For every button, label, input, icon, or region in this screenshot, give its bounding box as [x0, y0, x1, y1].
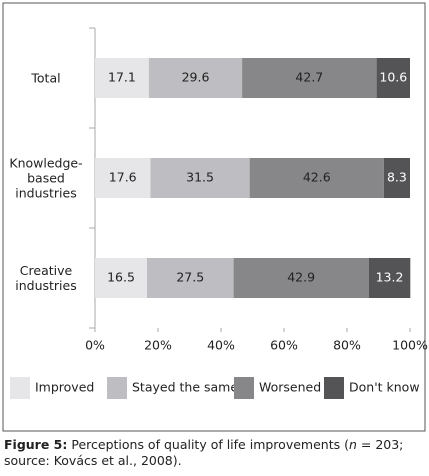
chart-frame	[2, 2, 426, 432]
caption-label: Figure 5:	[4, 437, 68, 452]
x-tick-label: 80%	[333, 338, 361, 353]
value-label: 42.7	[295, 70, 323, 85]
value-label: 17.1	[108, 70, 136, 85]
x-tick-label: 0%	[85, 338, 105, 353]
x-tick-label: 100%	[392, 338, 428, 353]
value-label: 10.6	[379, 70, 407, 85]
value-label: 42.6	[303, 170, 331, 185]
caption: Figure 5: Perceptions of quality of life…	[4, 437, 424, 469]
bar-segment	[242, 58, 377, 98]
legend-swatch	[10, 377, 30, 399]
bar-segment	[95, 258, 147, 298]
y-tick-label: Knowledge-based industries	[9, 155, 83, 201]
legend-label: Don't know	[349, 380, 420, 395]
bar-segment	[233, 258, 369, 298]
value-label: 27.5	[176, 270, 204, 285]
legend-label: Worsened	[259, 380, 321, 395]
x-tick-label: 60%	[270, 338, 298, 353]
bar-segment	[383, 158, 410, 198]
value-label: 17.6	[109, 170, 137, 185]
legend-swatch	[107, 377, 127, 399]
value-label: 42.9	[287, 270, 315, 285]
bar-segment	[376, 58, 410, 98]
legend-swatch	[234, 377, 254, 399]
y-tick-label: Total	[31, 70, 61, 86]
legend-label: Improved	[35, 380, 94, 395]
bar-segment	[249, 158, 384, 198]
x-tick-label: 20%	[144, 338, 172, 353]
chart: 0% 20% 40% 60% 80% 100% 17.1 29.6 42.7 10.6 17.6 31…	[2, 2, 428, 432]
bar-segment	[95, 58, 149, 98]
value-label: 29.6	[182, 70, 210, 85]
x-tick-label: 40%	[207, 338, 235, 353]
value-label: 8.3	[387, 170, 407, 185]
value-label: 13.2	[376, 270, 404, 285]
legend-swatch	[324, 377, 344, 399]
bar-segment	[146, 258, 234, 298]
bar-segment	[150, 158, 250, 198]
caption-text: Perceptions of quality of life improveme…	[71, 437, 349, 452]
value-label: 16.5	[107, 270, 135, 285]
bar-segment	[95, 158, 151, 198]
value-label: 31.5	[186, 170, 214, 185]
bar-segment	[148, 58, 243, 98]
caption-text: = 203; source: Kovács et al., 2008).	[4, 437, 404, 468]
legend-label: Stayed the same	[132, 380, 238, 395]
caption-text: n	[348, 437, 357, 452]
bar-segment	[368, 258, 411, 298]
y-tick-label: Creative industries	[15, 263, 77, 293]
